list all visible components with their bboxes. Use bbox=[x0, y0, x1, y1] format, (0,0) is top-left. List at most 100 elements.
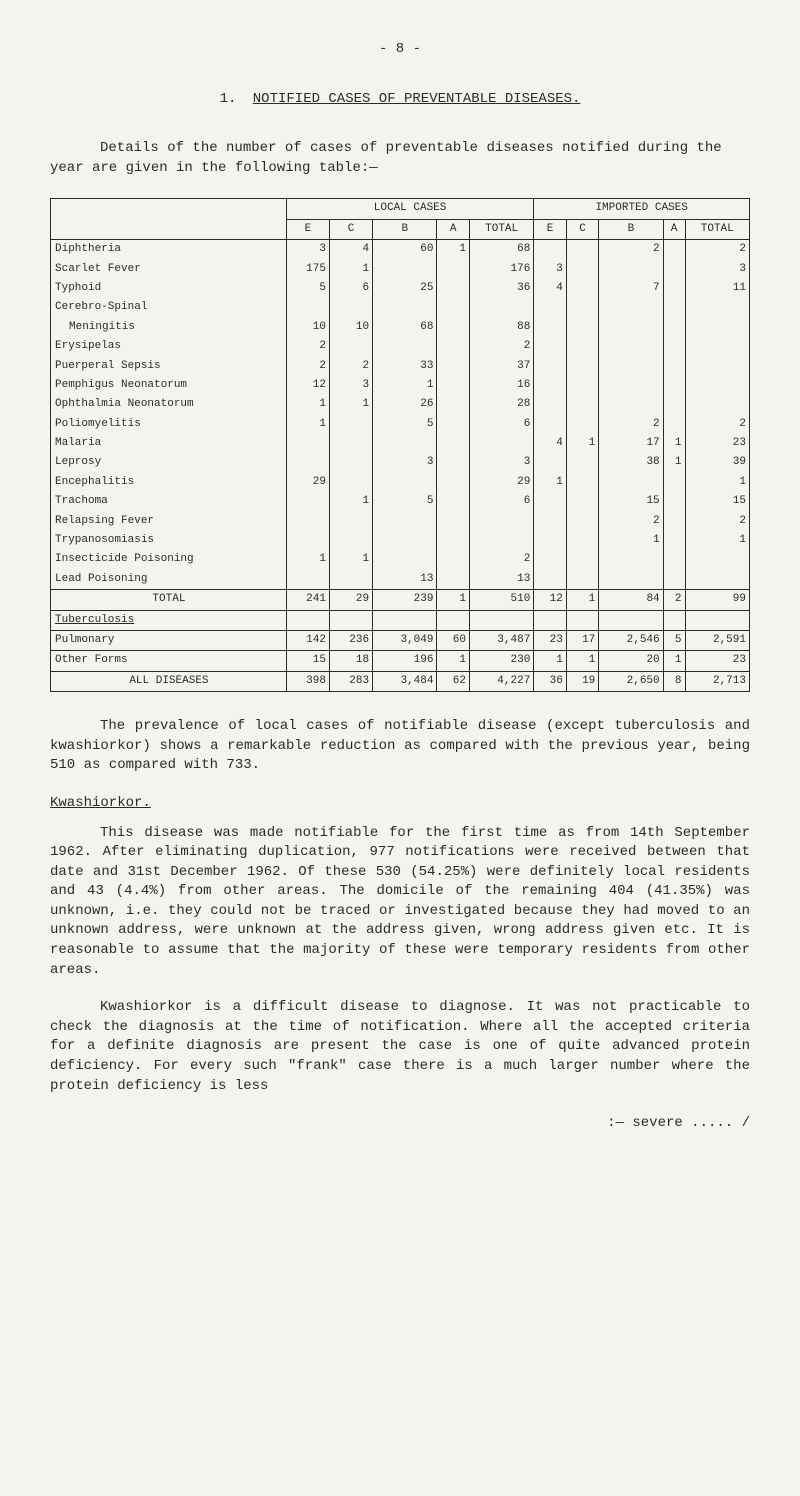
disease-label: Cerebro-Spinal bbox=[51, 298, 287, 317]
table-cell bbox=[599, 260, 663, 279]
table-cell: 2 bbox=[329, 357, 372, 376]
disease-label: Relapsing Fever bbox=[51, 512, 287, 531]
table-cell: 7 bbox=[599, 279, 663, 298]
table-cell: 88 bbox=[469, 318, 533, 337]
disease-label: Trachoma bbox=[51, 492, 287, 511]
section-heading: NOTIFIED CASES OF PREVENTABLE DISEASES. bbox=[253, 91, 581, 107]
table-cell bbox=[599, 298, 663, 317]
disease-label: Pemphigus Neonatorum bbox=[51, 376, 287, 395]
table-cell: 3 bbox=[329, 376, 372, 395]
table-cell bbox=[663, 279, 685, 298]
table-cell: 5 bbox=[373, 492, 437, 511]
table-cell bbox=[566, 415, 598, 434]
disease-label: Malaria bbox=[51, 434, 287, 453]
table-cell: 23 bbox=[685, 434, 749, 453]
table-cell: 16 bbox=[469, 376, 533, 395]
table-cell bbox=[329, 610, 372, 630]
table-cell: 2 bbox=[599, 512, 663, 531]
table-cell bbox=[566, 395, 598, 414]
table-cell bbox=[286, 570, 329, 590]
table-cell bbox=[437, 531, 469, 550]
disease-label: Trypanosomiasis bbox=[51, 531, 287, 550]
table-cell bbox=[469, 610, 533, 630]
table-cell: 62 bbox=[437, 671, 469, 691]
column-header: TOTAL bbox=[685, 219, 749, 239]
table-cell: 38 bbox=[599, 453, 663, 472]
table-cell: 29 bbox=[286, 473, 329, 492]
table-cell: 1 bbox=[663, 651, 685, 671]
table-cell bbox=[437, 298, 469, 317]
table-cell bbox=[566, 376, 598, 395]
table-cell: 33 bbox=[373, 357, 437, 376]
table-cell: 28 bbox=[469, 395, 533, 414]
table-cell bbox=[534, 318, 566, 337]
table-cell: 1 bbox=[566, 434, 598, 453]
table-cell: 283 bbox=[329, 671, 372, 691]
disease-label: Puerperal Sepsis bbox=[51, 357, 287, 376]
disease-label: Lead Poisoning bbox=[51, 570, 287, 590]
disease-label: Leprosy bbox=[51, 453, 287, 472]
table-cell bbox=[599, 337, 663, 356]
table-cell bbox=[329, 415, 372, 434]
table-cell bbox=[286, 531, 329, 550]
kwashiorkor-para-1: This disease was made notifiable for the… bbox=[50, 824, 750, 981]
table-cell bbox=[566, 260, 598, 279]
table-cell: 23 bbox=[685, 651, 749, 671]
table-cell: 19 bbox=[566, 671, 598, 691]
disease-label: Scarlet Fever bbox=[51, 260, 287, 279]
table-cell: 1 bbox=[663, 434, 685, 453]
intro-paragraph: Details of the number of cases of preven… bbox=[50, 139, 750, 178]
table-cell: 3 bbox=[685, 260, 749, 279]
table-cell bbox=[663, 357, 685, 376]
table-cell: 3 bbox=[534, 260, 566, 279]
table-cell: 2,591 bbox=[685, 630, 749, 650]
table-cell bbox=[685, 357, 749, 376]
column-header: E bbox=[286, 219, 329, 239]
table-cell: 6 bbox=[469, 415, 533, 434]
disease-col-header bbox=[51, 199, 287, 240]
table-cell bbox=[437, 512, 469, 531]
cases-table: LOCAL CASES IMPORTED CASES ECBATOTALECBA… bbox=[50, 198, 750, 692]
table-cell: 175 bbox=[286, 260, 329, 279]
table-cell: 398 bbox=[286, 671, 329, 691]
table-cell bbox=[286, 434, 329, 453]
table-cell: 15 bbox=[286, 651, 329, 671]
table-cell bbox=[534, 395, 566, 414]
table-cell: 6 bbox=[329, 279, 372, 298]
table-cell: 4,227 bbox=[469, 671, 533, 691]
disease-label: Insecticide Poisoning bbox=[51, 550, 287, 569]
table-cell bbox=[599, 610, 663, 630]
table-cell: 2 bbox=[599, 415, 663, 434]
table-cell: 60 bbox=[437, 630, 469, 650]
column-header: C bbox=[566, 219, 598, 239]
table-cell bbox=[437, 550, 469, 569]
table-cell bbox=[566, 318, 598, 337]
column-header: B bbox=[373, 219, 437, 239]
table-cell: 2 bbox=[286, 337, 329, 356]
table-cell: 26 bbox=[373, 395, 437, 414]
table-cell bbox=[685, 610, 749, 630]
table-cell: 1 bbox=[685, 531, 749, 550]
table-cell: 5 bbox=[286, 279, 329, 298]
table-cell bbox=[566, 492, 598, 511]
table-cell bbox=[373, 473, 437, 492]
table-cell bbox=[599, 395, 663, 414]
table-cell bbox=[373, 512, 437, 531]
table-cell bbox=[663, 473, 685, 492]
table-cell: 2 bbox=[469, 550, 533, 569]
table-cell bbox=[437, 473, 469, 492]
table-cell: 1 bbox=[566, 651, 598, 671]
table-cell bbox=[566, 298, 598, 317]
table-cell bbox=[534, 453, 566, 472]
table-cell bbox=[329, 531, 372, 550]
table-cell: 68 bbox=[469, 240, 533, 260]
table-cell: 2,713 bbox=[685, 671, 749, 691]
table-cell bbox=[566, 473, 598, 492]
table-cell bbox=[534, 357, 566, 376]
table-cell bbox=[469, 298, 533, 317]
table-cell: 230 bbox=[469, 651, 533, 671]
table-cell bbox=[534, 337, 566, 356]
column-header: A bbox=[663, 219, 685, 239]
table-cell bbox=[685, 570, 749, 590]
table-cell: 68 bbox=[373, 318, 437, 337]
